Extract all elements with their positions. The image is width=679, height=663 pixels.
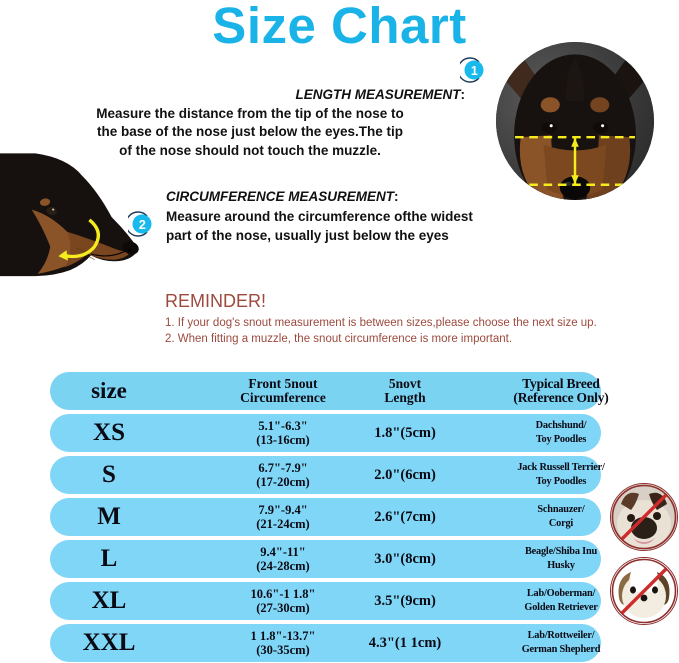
svg-text:2: 2 [139,218,146,232]
svg-text:1: 1 [471,64,478,78]
